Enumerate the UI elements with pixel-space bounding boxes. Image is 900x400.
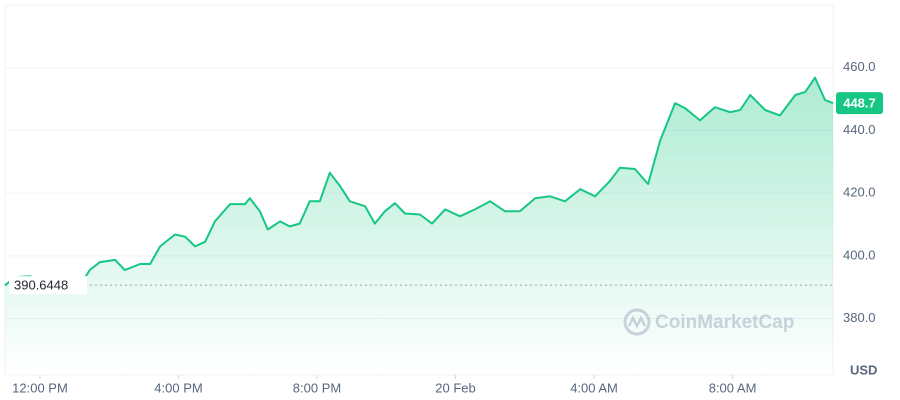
- price-tag: [836, 92, 883, 115]
- watermark: CoinMarketCap: [623, 308, 794, 336]
- price-tag-label: 448.7: [843, 96, 876, 111]
- y-tick-label: 420.0: [843, 185, 876, 200]
- x-tick-label: 8:00 AM: [709, 380, 757, 395]
- y-tick-label: 380.0: [843, 310, 876, 325]
- watermark-text: CoinMarketCap: [655, 312, 794, 333]
- y-tick-label: 440.0: [843, 122, 876, 137]
- x-tick-label: 4:00 AM: [570, 380, 618, 395]
- y-tick-label: 400.0: [843, 247, 876, 262]
- price-line: [4, 76, 834, 294]
- reference-label-bg: [9, 276, 87, 295]
- x-tick-label: 20 Feb: [435, 380, 475, 395]
- x-tick-label: 12:00 PM: [12, 380, 68, 395]
- y-tick-label: 460.0: [843, 59, 876, 74]
- unit-label: USD: [850, 362, 877, 377]
- reference-label: 390.6448: [14, 278, 68, 293]
- x-tick-label: 4:00 PM: [154, 380, 202, 395]
- area: [5, 77, 833, 375]
- x-tick-label: 8:00 PM: [293, 380, 341, 395]
